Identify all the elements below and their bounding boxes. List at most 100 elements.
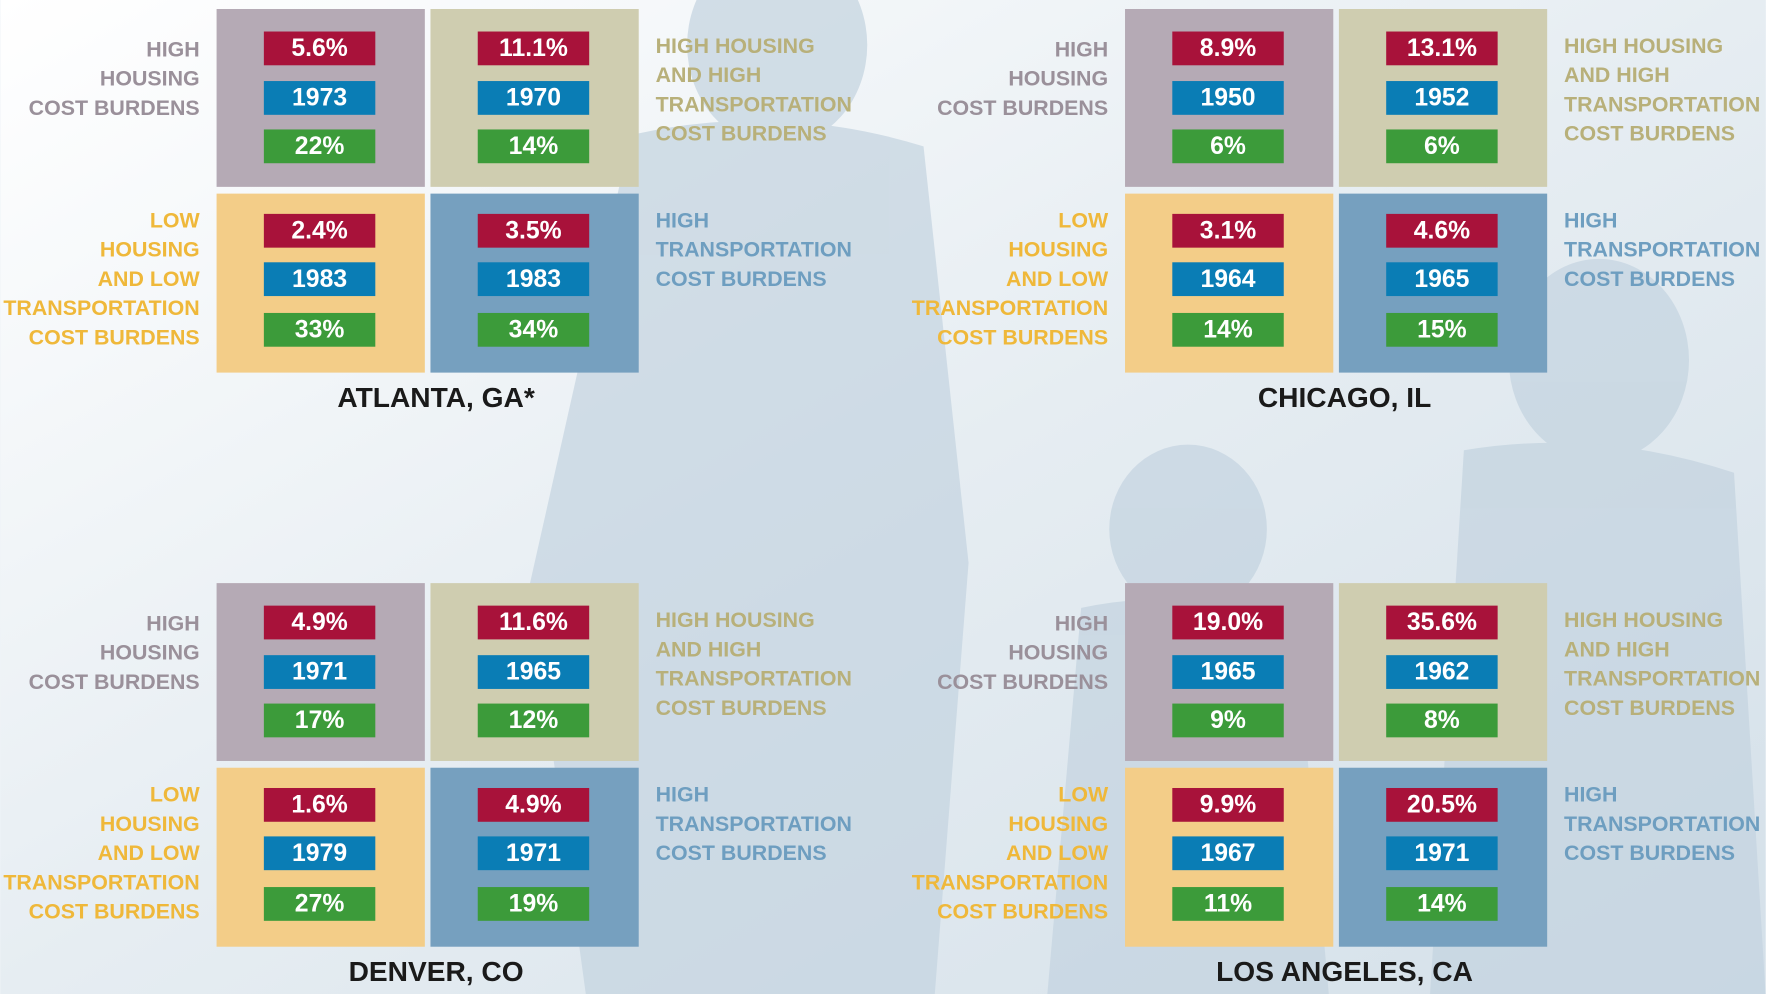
value-badge bbox=[1172, 31, 1284, 66]
value-text: 19.0% bbox=[1193, 609, 1263, 636]
value-badge bbox=[263, 887, 376, 921]
value-badge bbox=[263, 129, 376, 164]
quadrant-label: TRANSPORTATION bbox=[1564, 812, 1760, 836]
value-badge bbox=[477, 312, 590, 347]
value-badge bbox=[1386, 887, 1498, 921]
quadrant-label: COST BURDENS bbox=[1564, 267, 1735, 291]
value-text: 1983 bbox=[292, 266, 347, 293]
quadrant-label: HIGH HOUSING bbox=[656, 608, 815, 632]
value-text: 15% bbox=[1417, 317, 1467, 344]
value-badge bbox=[477, 31, 590, 66]
quadrant-label: HOUSING bbox=[1008, 641, 1108, 665]
quadrant-label: HIGH HOUSING bbox=[656, 34, 815, 58]
value-text: 20.5% bbox=[1407, 792, 1477, 819]
value-text: 13.1% bbox=[1407, 35, 1477, 62]
quadrant-label: TRANSPORTATION bbox=[912, 296, 1108, 320]
quadrant-label: HOUSING bbox=[1008, 238, 1108, 262]
value-text: 19% bbox=[509, 891, 559, 918]
quadrant-label: TRANSPORTATION bbox=[1564, 92, 1760, 116]
value-badge bbox=[477, 703, 590, 738]
value-badge bbox=[477, 262, 590, 297]
quadrant-label: TRANSPORTATION bbox=[656, 812, 852, 836]
value-badge bbox=[1172, 312, 1284, 347]
value-text: 11.6% bbox=[499, 609, 568, 636]
quadrant-label: HIGH bbox=[1564, 783, 1617, 807]
quadrant-label: TRANSPORTATION bbox=[656, 667, 852, 691]
value-text: 1979 bbox=[292, 840, 347, 867]
value-text: 12% bbox=[509, 707, 559, 734]
quadrant-label: HOUSING bbox=[1008, 67, 1108, 91]
value-text: 8% bbox=[1424, 707, 1460, 734]
value-badge bbox=[1386, 129, 1498, 164]
panels: 5.6% 1973 22% 11.1% 1970 14% 2.4% 1983 33% 3.5% 19… bbox=[3, 9, 1760, 987]
city-title: CHICAGO, IL bbox=[1258, 382, 1431, 413]
quadrant-label: COST BURDENS bbox=[937, 325, 1108, 349]
value-text: 1962 bbox=[1414, 659, 1469, 686]
value-text: 17% bbox=[295, 707, 345, 734]
quadrant-label: TRANSPORTATION bbox=[3, 870, 199, 894]
quadrant-label: TRANSPORTATION bbox=[1564, 667, 1760, 691]
value-text: 3.1% bbox=[1200, 217, 1256, 244]
value-text: 4.9% bbox=[291, 609, 347, 636]
quadrant-label: HIGH bbox=[656, 208, 709, 232]
value-badge bbox=[1386, 836, 1498, 871]
value-text: 1973 bbox=[292, 85, 347, 112]
value-badge bbox=[1172, 129, 1284, 164]
quadrant-label: HOUSING bbox=[100, 812, 200, 836]
value-text: 1967 bbox=[1200, 840, 1255, 867]
value-badge bbox=[477, 836, 590, 871]
value-badge bbox=[477, 787, 590, 822]
value-badge bbox=[263, 655, 376, 689]
quadrant-label: COST BURDENS bbox=[1564, 122, 1735, 146]
quadrant-label: COST BURDENS bbox=[29, 900, 200, 924]
quadrant-label: AND LOW bbox=[1006, 267, 1109, 291]
quadrant-label: AND HIGH bbox=[656, 63, 762, 87]
value-text: 27% bbox=[295, 891, 345, 918]
value-text: 1965 bbox=[1200, 659, 1255, 686]
value-text: 1965 bbox=[1414, 266, 1469, 293]
quadrant-label: TRANSPORTATION bbox=[912, 870, 1108, 894]
value-badge bbox=[263, 836, 376, 871]
value-badge bbox=[1172, 655, 1284, 689]
city-title: DENVER, CO bbox=[349, 956, 524, 987]
value-badge bbox=[1386, 262, 1498, 297]
value-text: 14% bbox=[1203, 317, 1253, 344]
quadrant-label: HOUSING bbox=[100, 641, 200, 665]
value-badge bbox=[263, 787, 376, 822]
value-text: 4.9% bbox=[505, 792, 561, 819]
value-badge bbox=[1172, 81, 1284, 115]
quadrant-label: COST BURDENS bbox=[29, 325, 200, 349]
quadrant-label: AND HIGH bbox=[1564, 637, 1670, 661]
value-badge bbox=[1172, 836, 1284, 871]
quadrant-label: COST BURDENS bbox=[1564, 841, 1735, 865]
value-badge bbox=[1386, 655, 1498, 689]
value-badge bbox=[1386, 787, 1498, 822]
quadrant-label: HIGH bbox=[1564, 208, 1617, 232]
city-title: ATLANTA, GA* bbox=[337, 382, 534, 413]
quadrant-label: HIGH HOUSING bbox=[1564, 34, 1723, 58]
value-badge bbox=[477, 81, 590, 115]
value-badge bbox=[1386, 312, 1498, 347]
value-text: 9% bbox=[1210, 707, 1246, 734]
value-text: 4.6% bbox=[1414, 217, 1470, 244]
value-text: 6% bbox=[1424, 133, 1460, 160]
value-text: 1965 bbox=[506, 659, 561, 686]
value-badge bbox=[1172, 213, 1284, 248]
city-title: LOS ANGELES, CA bbox=[1216, 956, 1473, 987]
value-text: 34% bbox=[509, 317, 559, 344]
quadrant-label: COST BURDENS bbox=[656, 122, 827, 146]
value-text: 35.6% bbox=[1407, 609, 1477, 636]
quadrant-label: LOW bbox=[150, 783, 201, 807]
quadrant-label: COST BURDENS bbox=[1564, 696, 1735, 720]
value-badge bbox=[1386, 213, 1498, 248]
value-badge bbox=[477, 213, 590, 248]
value-badge bbox=[477, 887, 590, 921]
value-text: 14% bbox=[509, 133, 559, 160]
quadrant-label: COST BURDENS bbox=[29, 96, 200, 120]
value-text: 1950 bbox=[1200, 85, 1255, 112]
value-badge bbox=[1172, 787, 1284, 822]
value-badge bbox=[1386, 605, 1498, 640]
quadrant-label: COST BURDENS bbox=[656, 696, 827, 720]
quadrant-label: HOUSING bbox=[100, 238, 200, 262]
quadrant-label: TRANSPORTATION bbox=[656, 238, 852, 262]
